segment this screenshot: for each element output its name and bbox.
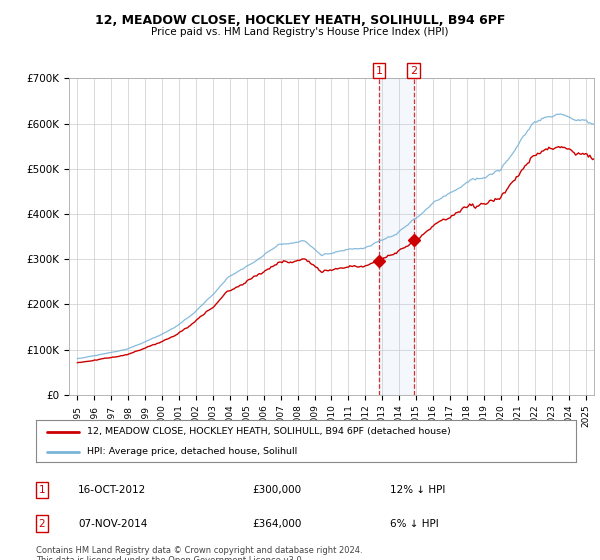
Text: £300,000: £300,000 (252, 485, 301, 495)
Text: 12, MEADOW CLOSE, HOCKLEY HEATH, SOLIHULL, B94 6PF (detached house): 12, MEADOW CLOSE, HOCKLEY HEATH, SOLIHUL… (88, 427, 451, 436)
Text: 16-OCT-2012: 16-OCT-2012 (78, 485, 146, 495)
Text: Price paid vs. HM Land Registry's House Price Index (HPI): Price paid vs. HM Land Registry's House … (151, 27, 449, 37)
Text: Contains HM Land Registry data © Crown copyright and database right 2024.
This d: Contains HM Land Registry data © Crown c… (36, 546, 362, 560)
Bar (379, 78, 413, 395)
Text: 6% ↓ HPI: 6% ↓ HPI (390, 519, 439, 529)
Text: 07-NOV-2014: 07-NOV-2014 (78, 519, 148, 529)
Text: HPI: Average price, detached house, Solihull: HPI: Average price, detached house, Soli… (88, 447, 298, 456)
Text: 12, MEADOW CLOSE, HOCKLEY HEATH, SOLIHULL, B94 6PF: 12, MEADOW CLOSE, HOCKLEY HEATH, SOLIHUL… (95, 14, 505, 27)
Text: £364,000: £364,000 (252, 519, 301, 529)
Text: 1: 1 (38, 485, 46, 495)
Text: 1: 1 (376, 66, 382, 76)
Text: 12% ↓ HPI: 12% ↓ HPI (390, 485, 445, 495)
Text: 2: 2 (38, 519, 46, 529)
Text: 2: 2 (410, 66, 417, 76)
